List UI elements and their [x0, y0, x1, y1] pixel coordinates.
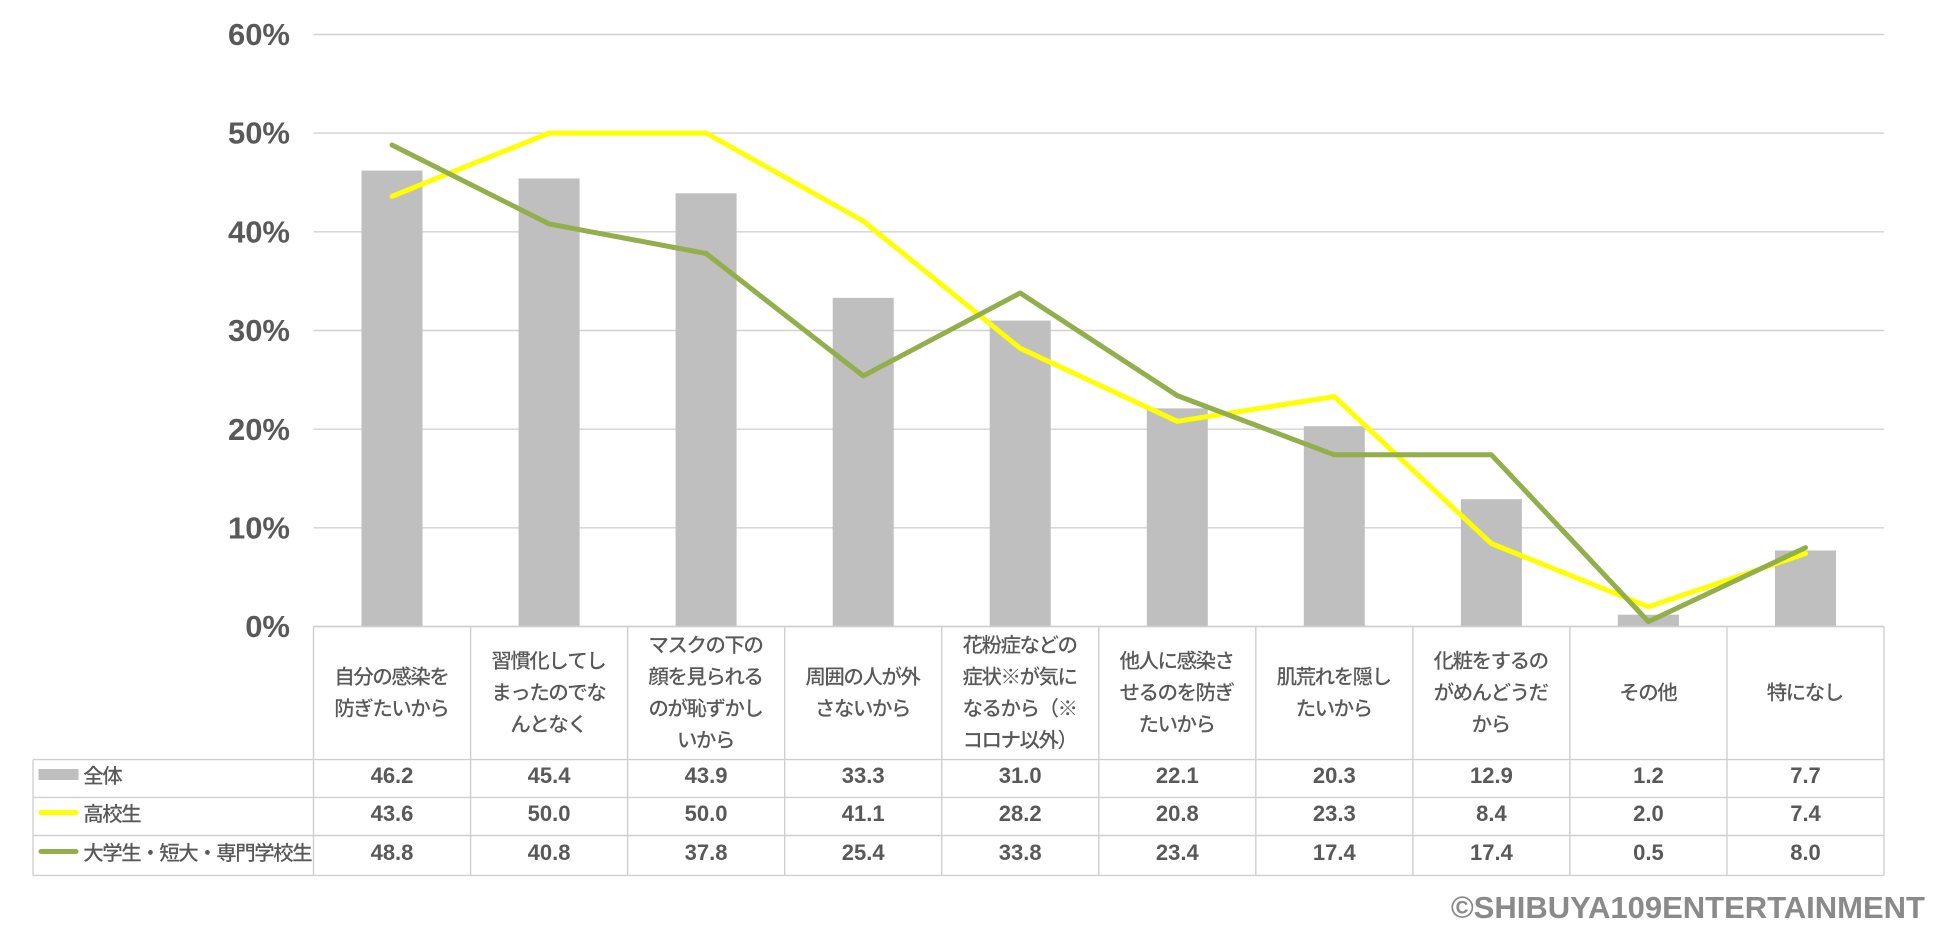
svg-text:8.4: 8.4: [1476, 801, 1507, 826]
svg-text:1.2: 1.2: [1633, 763, 1664, 788]
svg-text:20%: 20%: [228, 412, 290, 447]
svg-text:50.0: 50.0: [685, 801, 728, 826]
svg-text:20.3: 20.3: [1313, 763, 1356, 788]
svg-text:37.8: 37.8: [685, 840, 728, 865]
svg-text:33.3: 33.3: [842, 763, 885, 788]
svg-text:40%: 40%: [228, 214, 290, 249]
svg-text:43.6: 43.6: [371, 801, 414, 826]
svg-text:12.9: 12.9: [1470, 763, 1513, 788]
svg-text:0.5: 0.5: [1633, 840, 1664, 865]
svg-text:23.3: 23.3: [1313, 801, 1356, 826]
svg-text:2.0: 2.0: [1633, 801, 1664, 826]
svg-text:60%: 60%: [228, 17, 290, 52]
svg-text:0%: 0%: [245, 609, 290, 644]
svg-text:31.0: 31.0: [999, 763, 1042, 788]
svg-text:50.0: 50.0: [528, 801, 571, 826]
svg-text:30%: 30%: [228, 313, 290, 348]
svg-text:22.1: 22.1: [1156, 763, 1199, 788]
svg-text:45.4: 45.4: [528, 763, 572, 788]
svg-text:23.4: 23.4: [1156, 840, 1200, 865]
svg-text:33.8: 33.8: [999, 840, 1042, 865]
svg-text:©SHIBUYA109ENTERTAINMENT: ©SHIBUYA109ENTERTAINMENT: [1451, 890, 1925, 925]
svg-text:28.2: 28.2: [999, 801, 1042, 826]
svg-text:25.4: 25.4: [842, 840, 886, 865]
svg-text:8.0: 8.0: [1790, 840, 1821, 865]
svg-text:48.8: 48.8: [371, 840, 414, 865]
svg-text:17.4: 17.4: [1313, 840, 1357, 865]
svg-text:10%: 10%: [228, 510, 290, 545]
svg-text:46.2: 46.2: [371, 763, 414, 788]
svg-text:7.4: 7.4: [1790, 801, 1821, 826]
svg-text:50%: 50%: [228, 116, 290, 151]
svg-text:17.4: 17.4: [1470, 840, 1514, 865]
svg-text:7.7: 7.7: [1790, 763, 1821, 788]
svg-text:41.1: 41.1: [842, 801, 885, 826]
svg-text:40.8: 40.8: [528, 840, 571, 865]
svg-text:20.8: 20.8: [1156, 801, 1199, 826]
svg-text:43.9: 43.9: [685, 763, 728, 788]
